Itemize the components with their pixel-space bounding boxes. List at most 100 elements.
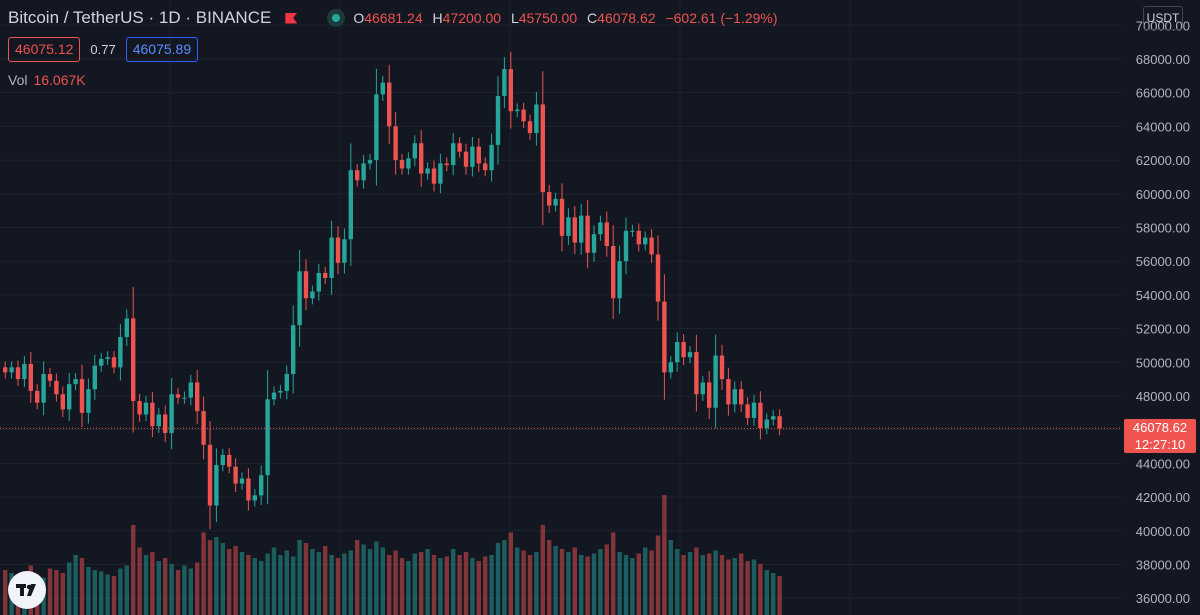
- volume-bar: [515, 547, 520, 615]
- candle-body: [393, 126, 398, 161]
- candle-body: [99, 358, 104, 366]
- volume-bar: [387, 555, 392, 615]
- volume-bar: [143, 555, 149, 615]
- volume-bar: [227, 549, 232, 615]
- volume-bar: [239, 552, 245, 615]
- candle-body: [495, 96, 501, 145]
- close-value: 46078.62: [597, 10, 656, 26]
- volume-bar: [739, 553, 744, 615]
- candle-body: [323, 272, 328, 279]
- volume-bar: [335, 558, 341, 615]
- y-tick-label: 50000.00: [1136, 355, 1190, 370]
- volume-bar: [598, 549, 603, 615]
- candle-body: [521, 109, 526, 122]
- candle-body: [515, 109, 520, 112]
- volume-bar: [463, 552, 469, 615]
- volume-bar: [175, 570, 181, 615]
- y-tick-label: 48000.00: [1136, 389, 1190, 404]
- volume-bar: [662, 495, 667, 615]
- volume-bar: [591, 553, 597, 615]
- volume-bar: [495, 543, 501, 615]
- candle-body: [687, 352, 693, 358]
- volume-bar: [214, 537, 219, 615]
- candle-body: [163, 414, 168, 434]
- candle-body: [67, 384, 72, 410]
- candle-body: [329, 237, 334, 279]
- candle-body: [111, 357, 117, 368]
- volume-bar: [169, 564, 174, 615]
- candle-body: [28, 363, 33, 391]
- candle-body: [246, 478, 251, 501]
- sell-button[interactable]: 46075.12: [8, 37, 81, 62]
- candle-body: [214, 465, 219, 506]
- candle-body: [335, 237, 341, 263]
- candle-body: [476, 146, 481, 164]
- candle-body: [745, 404, 750, 418]
- candle-body: [303, 271, 309, 299]
- candle-body: [751, 402, 757, 418]
- candle-body: [297, 271, 302, 326]
- volume-bar: [355, 540, 360, 615]
- volume-bar: [438, 558, 443, 615]
- volume-bar: [73, 555, 78, 615]
- candle-body: [483, 163, 488, 171]
- candle-body: [534, 104, 539, 134]
- candle-body: [681, 342, 686, 358]
- volume-bar: [271, 547, 277, 615]
- volume-bar: [572, 547, 577, 615]
- volume-bar: [527, 555, 533, 615]
- candle-body: [726, 379, 731, 405]
- volume-value: 16.067K: [33, 72, 86, 88]
- candle-body: [662, 301, 667, 373]
- tradingview-logo[interactable]: [8, 571, 46, 609]
- volume-bar: [604, 544, 609, 615]
- volume-bar: [67, 562, 72, 615]
- volume-bar: [316, 552, 321, 615]
- volume-bar: [380, 547, 385, 615]
- candle-body: [143, 402, 149, 415]
- volume-bar: [617, 552, 622, 615]
- candle-body: [105, 357, 110, 359]
- market-status-icon[interactable]: [327, 9, 346, 27]
- candle-body: [156, 414, 161, 427]
- candle-body: [355, 170, 360, 181]
- candle-body: [79, 379, 85, 413]
- candle-body: [527, 121, 533, 134]
- chart-header: Bitcoin / TetherUS · 1D · BINANCE O46681…: [8, 8, 784, 28]
- candle-body: [739, 389, 744, 405]
- volume-bar: [3, 570, 8, 615]
- volume-bar: [348, 550, 353, 615]
- y-tick-label: 68000.00: [1136, 52, 1190, 67]
- candle-body: [252, 495, 257, 501]
- volume-bar: [566, 552, 571, 615]
- volume-bar: [361, 544, 366, 615]
- candle-body: [227, 454, 232, 467]
- volume-bar: [246, 555, 251, 615]
- candle-body: [675, 342, 680, 363]
- volume-bar: [713, 550, 718, 615]
- volume-bar: [431, 555, 437, 615]
- volume-bar: [623, 555, 629, 615]
- volume-bar: [425, 549, 430, 615]
- volume-bar: [521, 550, 526, 615]
- price-axis[interactable]: 70000.0068000.0066000.0064000.0062000.00…: [1136, 18, 1190, 606]
- volume-bar: [470, 558, 475, 615]
- volume-bar: [553, 546, 558, 615]
- volume-bar: [323, 546, 328, 615]
- candle-body: [387, 82, 392, 127]
- volume-bar: [719, 555, 725, 615]
- buy-button[interactable]: 46075.89: [125, 37, 199, 62]
- volume-bar: [156, 561, 161, 615]
- candle-body: [463, 151, 469, 167]
- volume-bar: [579, 555, 584, 615]
- volume-bar: [220, 543, 225, 615]
- flag-icon[interactable]: [285, 12, 298, 24]
- candle-body: [547, 192, 552, 206]
- spread-value: 0.77: [90, 42, 116, 57]
- currency-button[interactable]: USDT: [1143, 6, 1183, 30]
- symbol-title[interactable]: Bitcoin / TetherUS · 1D · BINANCE: [8, 8, 272, 27]
- candle-body: [86, 389, 91, 413]
- candle-body: [623, 230, 629, 262]
- volume-bar: [611, 532, 616, 615]
